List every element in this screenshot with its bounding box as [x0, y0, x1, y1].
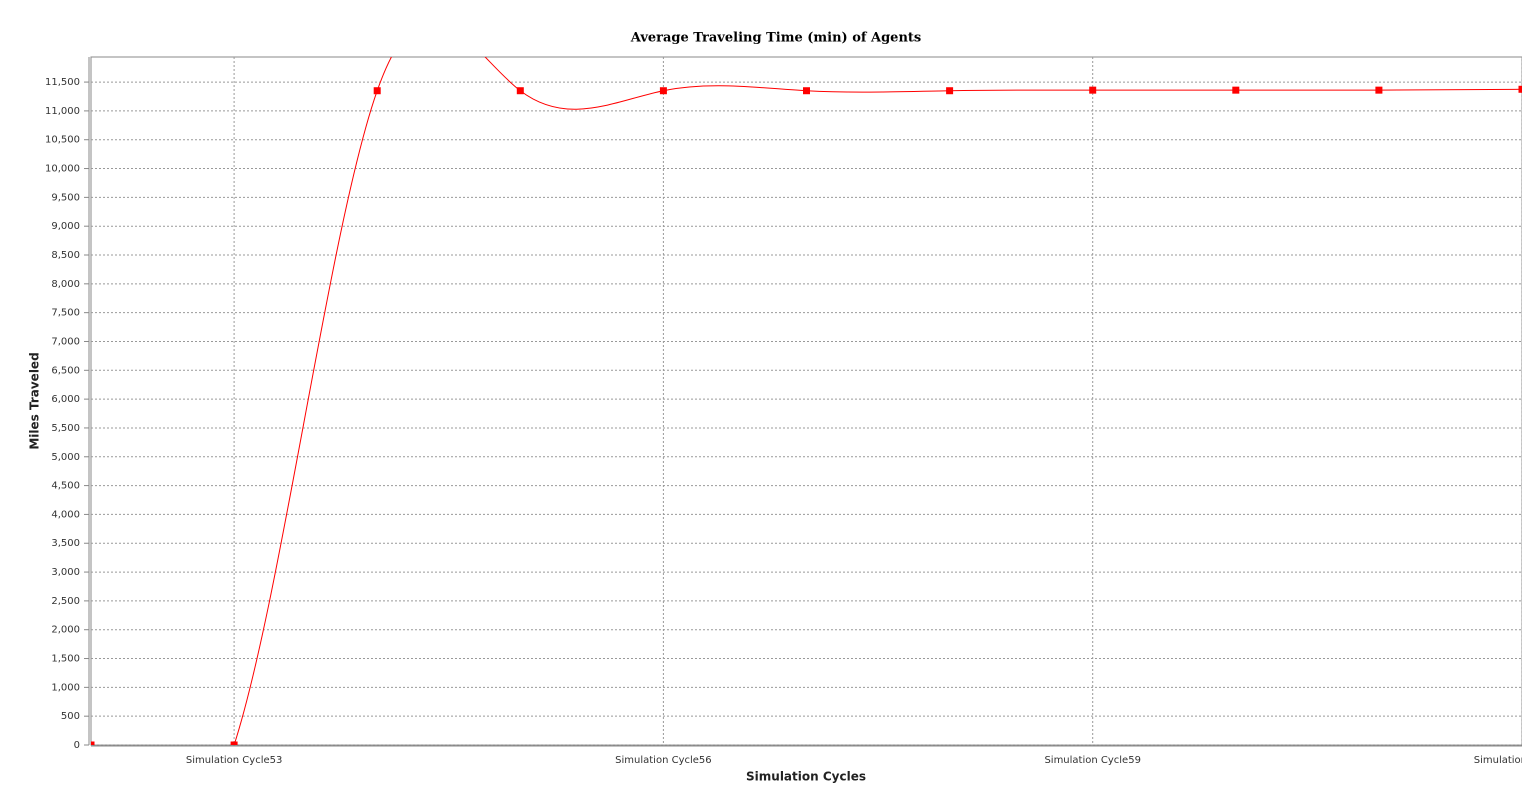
data-point: [230, 741, 238, 745]
data-point: [1375, 86, 1383, 94]
y-tick-label: 1,500: [51, 654, 80, 665]
data-point: [373, 87, 381, 95]
x-tick-label: Simulation Cycle59: [1044, 755, 1141, 766]
y-tick-label: 1,000: [51, 682, 80, 693]
y-tick-label: 5,500: [51, 423, 80, 434]
y-tick-label: 3,000: [51, 567, 80, 578]
data-point: [946, 87, 954, 95]
y-tick-label: 6,000: [51, 394, 80, 405]
x-axis-label: Simulation Cycles: [746, 770, 866, 784]
y-tick-label: 10,000: [45, 164, 80, 175]
data-point: [1518, 85, 1522, 93]
y-tick-label: 10,500: [45, 135, 80, 146]
y-tick-label: 9,500: [51, 192, 80, 203]
y-tick-label: 4,000: [51, 509, 80, 520]
x-tick-label: Simulation Cycle62: [1474, 755, 1522, 766]
y-tick-label: 6,500: [51, 365, 80, 376]
y-tick-label: 5,000: [51, 452, 80, 463]
y-tick-label: 7,500: [51, 308, 80, 319]
y-tick-label: 0: [74, 740, 80, 751]
data-point: [516, 87, 524, 95]
y-tick-label: 3,500: [51, 538, 80, 549]
y-tick-label: 2,000: [51, 625, 80, 636]
y-tick-label: 9,000: [51, 221, 80, 232]
y-tick-label: 11,000: [45, 106, 80, 117]
data-point: [1089, 86, 1097, 94]
y-tick-label: 500: [61, 711, 80, 722]
data-point: [1232, 86, 1240, 94]
y-tick-label: 2,500: [51, 596, 80, 607]
y-tick-label: 8,500: [51, 250, 80, 261]
x-tick-label: Simulation Cycle56: [615, 755, 712, 766]
x-tick-label: Simulation Cycle53: [186, 755, 283, 766]
data-point: [803, 87, 810, 95]
y-tick-label: 4,500: [51, 481, 80, 492]
data-point: [91, 741, 95, 745]
series-group: [91, 57, 1522, 745]
y-tick-label: 7,000: [51, 336, 80, 347]
y-tick-label: 8,000: [51, 279, 80, 290]
y-axis-label: Miles Traveled: [28, 352, 42, 449]
y-tick-label: 11,500: [45, 77, 80, 88]
plot-area: [90, 56, 1522, 746]
chart-title: Average Traveling Time (min) of Agents: [630, 31, 921, 46]
data-point: [659, 87, 667, 95]
